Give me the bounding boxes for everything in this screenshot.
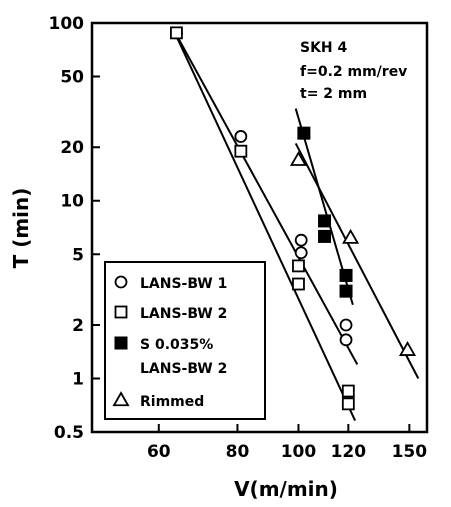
plot-area: [90, 21, 429, 434]
plot-frame: [90, 21, 429, 434]
y-tick-label: 20: [60, 138, 84, 158]
data-markers: [170, 26, 417, 411]
data-point-series-2: [170, 26, 183, 40]
data-point-series-3: [318, 229, 332, 243]
data-point-series-3: [339, 268, 353, 282]
legend-label-series-4: Rimmed: [140, 394, 204, 410]
x-tick-labels: 60 80 100 120 150: [147, 442, 427, 462]
data-point-series-3: [339, 284, 353, 298]
data-point-series-2: [292, 277, 305, 291]
data-point-series-2: [234, 144, 248, 158]
y-tick-label: 100: [49, 14, 85, 34]
annotation-feed: f=0.2 mm/rev: [300, 64, 407, 80]
fit-line-series-2: [171, 26, 356, 421]
annotation-material: SKH 4: [300, 40, 348, 56]
data-point-series-4: [342, 228, 360, 244]
legend: LANS-BW 1 LANS-BW 2 S 0.035% LANS-BW 2 Rimme…: [104, 261, 266, 420]
legend-marker-series-3: [114, 336, 128, 350]
legend-label-series-3-line-2: LANS-BW 2: [140, 361, 227, 377]
data-point-series-1: [339, 318, 353, 332]
y-tick-label: 2: [72, 316, 84, 336]
data-point-series-4: [398, 340, 417, 356]
fit-lines: [171, 26, 420, 421]
x-tick-label: 60: [147, 442, 171, 462]
y-tick-labels: 100 50 20 10 5 2 1 0.5: [49, 14, 85, 443]
data-point-series-2: [292, 259, 305, 273]
axis-ticks: [92, 22, 411, 433]
legend-label-series-3-line-1: S 0.035%: [140, 337, 213, 353]
fit-line-series-1: [171, 26, 359, 365]
condition-annotations: SKH 4 f=0.2 mm/rev t= 2 mm: [300, 40, 407, 102]
y-tick-label: 1: [72, 369, 84, 389]
x-tick-label: 150: [392, 442, 428, 462]
y-tick-label: 10: [60, 192, 84, 212]
y-tick-label: 5: [72, 245, 84, 265]
data-point-series-1: [294, 233, 308, 247]
legend-label-series-2: LANS-BW 2: [140, 306, 227, 322]
x-axis-label: V(m/min): [234, 477, 338, 501]
data-point-series-1: [339, 333, 353, 347]
annotation-depth: t= 2 mm: [300, 86, 367, 102]
x-tick-label: 120: [331, 442, 367, 462]
legend-label-series-1: LANS-BW 1: [140, 276, 227, 292]
legend-marker-series-4: [112, 391, 130, 407]
y-tick-label: 50: [60, 68, 84, 88]
legend-marker-series-2: [114, 305, 128, 319]
legend-marker-series-1: [114, 275, 128, 289]
x-tick-label: 80: [226, 442, 250, 462]
legend-box: [104, 261, 266, 420]
data-point-series-3: [318, 214, 332, 228]
data-point-series-1: [234, 130, 248, 143]
data-point-series-2: [341, 397, 355, 411]
fit-line-series-4: [294, 143, 420, 379]
y-axis-label: T (min): [9, 188, 33, 269]
data-point-series-1: [294, 246, 308, 260]
x-tick-label: 100: [281, 442, 317, 462]
data-point-series-3: [297, 126, 311, 140]
legend-items: LANS-BW 1 LANS-BW 2 S 0.035% LANS-BW 2 Rimme…: [112, 275, 227, 410]
data-point-series-2: [341, 384, 355, 398]
data-point-series-4: [289, 150, 308, 166]
y-tick-label: 0.5: [54, 423, 84, 443]
